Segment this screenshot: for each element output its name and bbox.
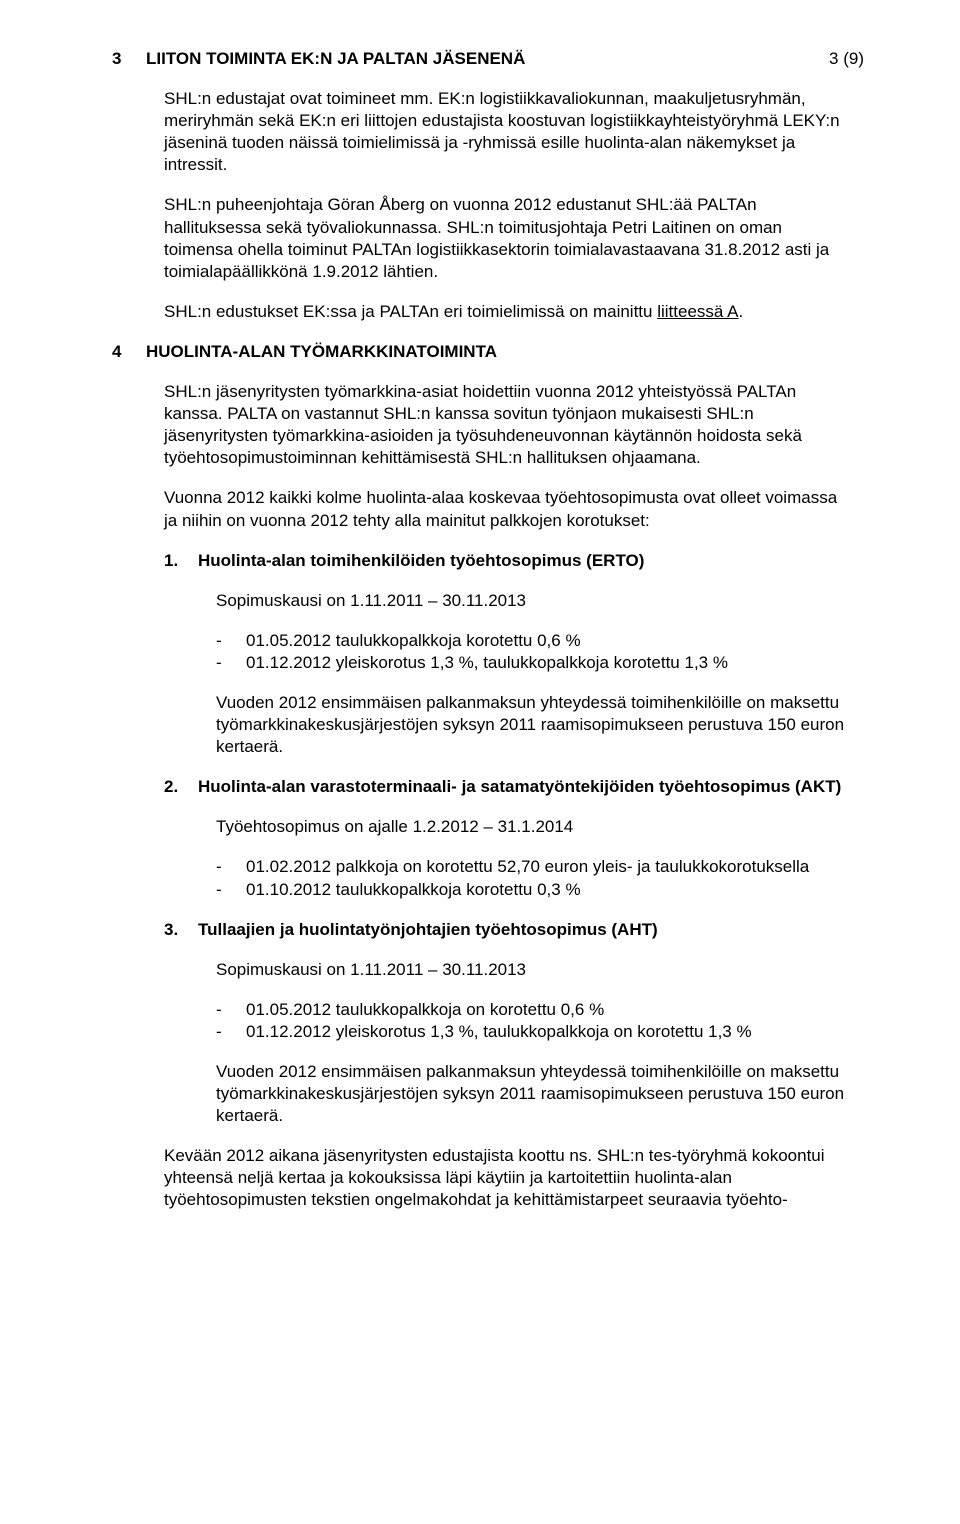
bullet-text: 01.05.2012 taulukkopalkkoja korotettu 0,… <box>246 630 581 652</box>
appendix-a-link[interactable]: liitteessä A <box>657 302 738 321</box>
list-item: -01.05.2012 taulukkopalkkoja korotettu 0… <box>216 630 848 652</box>
sub-2-title: Huolinta-alan varastoterminaali- ja sata… <box>198 776 841 798</box>
dash-icon: - <box>216 630 228 652</box>
sub-1-period: Sopimuskausi on 1.11.2011 – 30.11.2013 <box>216 590 848 612</box>
sub-1-number: 1. <box>164 550 184 572</box>
section-3-paragraph-2: SHL:n puheenjohtaja Göran Åberg on vuonn… <box>164 194 848 282</box>
dash-icon: - <box>216 652 228 674</box>
sub-2-bullets: -01.02.2012 palkkoja on korotettu 52,70 … <box>216 856 848 900</box>
list-item: -01.10.2012 taulukkopalkkoja korotettu 0… <box>216 879 848 901</box>
sub-2-number: 2. <box>164 776 184 798</box>
sub-1-body: Sopimuskausi on 1.11.2011 – 30.11.2013 -… <box>216 590 848 759</box>
section-4-paragraph-1: SHL:n jäsenyritysten työmarkkina-asiat h… <box>164 381 848 469</box>
bullet-text: 01.12.2012 yleiskorotus 1,3 %, taulukkop… <box>246 1021 752 1043</box>
bullet-text: 01.10.2012 taulukkopalkkoja korotettu 0,… <box>246 879 581 901</box>
sub-3-body: Sopimuskausi on 1.11.2011 – 30.11.2013 -… <box>216 959 848 1128</box>
sub-1-bullets: -01.05.2012 taulukkopalkkoja korotettu 0… <box>216 630 848 674</box>
section-3-heading: 3 LIITON TOIMINTA EK:N JA PALTAN JÄSENEN… <box>112 48 848 70</box>
list-item: -01.12.2012 yleiskorotus 1,3 %, taulukko… <box>216 1021 848 1043</box>
sub-2-heading: 2. Huolinta-alan varastoterminaali- ja s… <box>164 776 848 798</box>
section-3-body: SHL:n edustajat ovat toimineet mm. EK:n … <box>164 88 848 323</box>
sub-2-body: Työehtosopimus on ajalle 1.2.2012 – 31.1… <box>216 816 848 900</box>
section-3-p3-post: . <box>738 302 743 321</box>
bullet-text: 01.05.2012 taulukkopalkkoja on korotettu… <box>246 999 604 1021</box>
bullet-text: 01.02.2012 palkkoja on korotettu 52,70 e… <box>246 856 809 878</box>
sub-3-number: 3. <box>164 919 184 941</box>
section-4-paragraph-2: Vuonna 2012 kaikki kolme huolinta-alaa k… <box>164 487 848 531</box>
section-4-body: SHL:n jäsenyritysten työmarkkina-asiat h… <box>164 381 848 1212</box>
sub-1-after: Vuoden 2012 ensimmäisen palkanmaksun yht… <box>216 692 848 758</box>
sub-1-title: Huolinta-alan toimihenkilöiden työehtoso… <box>198 550 644 572</box>
sub-3-heading: 3. Tullaajien ja huolintatyönjohtajien t… <box>164 919 848 941</box>
sub-3-bullets: -01.05.2012 taulukkopalkkoja on korotett… <box>216 999 848 1043</box>
section-4-heading: 4 HUOLINTA-ALAN TYÖMARKKINATOIMINTA <box>112 341 848 363</box>
bullet-text: 01.12.2012 yleiskorotus 1,3 %, taulukkop… <box>246 652 728 674</box>
section-4-title: HUOLINTA-ALAN TYÖMARKKINATOIMINTA <box>146 341 497 363</box>
sub-3-period: Sopimuskausi on 1.11.2011 – 30.11.2013 <box>216 959 848 981</box>
list-item: -01.02.2012 palkkoja on korotettu 52,70 … <box>216 856 848 878</box>
section-3-paragraph-1: SHL:n edustajat ovat toimineet mm. EK:n … <box>164 88 848 176</box>
section-3-title: LIITON TOIMINTA EK:N JA PALTAN JÄSENENÄ <box>146 48 525 70</box>
dash-icon: - <box>216 1021 228 1043</box>
dash-icon: - <box>216 999 228 1021</box>
section-3-number: 3 <box>112 48 128 70</box>
sub-1-heading: 1. Huolinta-alan toimihenkilöiden työeht… <box>164 550 848 572</box>
sub-3-title: Tullaajien ja huolintatyönjohtajien työe… <box>198 919 658 941</box>
dash-icon: - <box>216 879 228 901</box>
dash-icon: - <box>216 856 228 878</box>
section-3-p3-pre: SHL:n edustukset EK:ssa ja PALTAn eri to… <box>164 302 657 321</box>
section-4-last-paragraph: Kevään 2012 aikana jäsenyritysten edusta… <box>164 1145 848 1211</box>
sub-3-after: Vuoden 2012 ensimmäisen palkanmaksun yht… <box>216 1061 848 1127</box>
section-3-paragraph-3: SHL:n edustukset EK:ssa ja PALTAn eri to… <box>164 301 848 323</box>
page-number: 3 (9) <box>829 48 864 70</box>
section-4-number: 4 <box>112 341 128 363</box>
list-item: -01.05.2012 taulukkopalkkoja on korotett… <box>216 999 848 1021</box>
list-item: -01.12.2012 yleiskorotus 1,3 %, taulukko… <box>216 652 848 674</box>
sub-2-period: Työehtosopimus on ajalle 1.2.2012 – 31.1… <box>216 816 848 838</box>
